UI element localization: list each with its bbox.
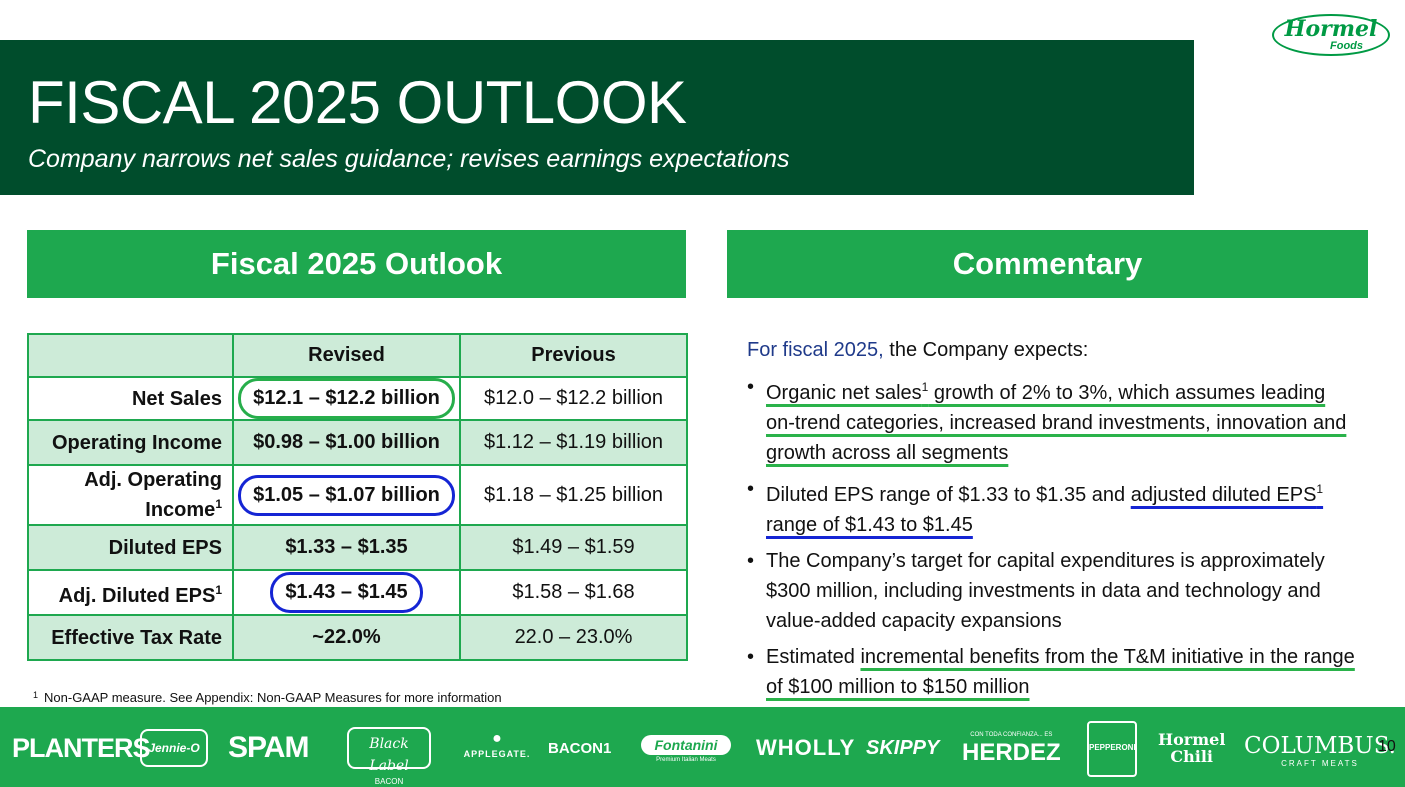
row-label: Net Sales	[27, 376, 234, 421]
previous-value: $1.12 – $1.19 billion	[459, 419, 688, 466]
column-header-previous: Previous	[459, 333, 688, 378]
outlook-heading: Fiscal 2025 Outlook	[210, 246, 503, 281]
column-header-blank	[27, 333, 234, 378]
row-label: Diluted EPS	[27, 524, 234, 571]
commentary-heading: Commentary	[952, 246, 1143, 281]
columbus-logo: COLUMBUS. CRAFT MEATS	[1244, 733, 1396, 768]
previous-value: $1.58 – $1.68	[459, 569, 688, 616]
jennie-o-logo: Jennie-O	[140, 729, 208, 767]
previous-value: $1.18 – $1.25 billion	[459, 464, 688, 526]
revised-value: $1.05 – $1.07 billion	[232, 464, 461, 526]
logo-badge	[1272, 14, 1390, 56]
commentary-intro: For fiscal 2025, the Company expects:	[747, 339, 1089, 361]
row-label: Adj. Diluted EPS1	[27, 569, 234, 616]
pepperoni-logo: PEPPERONI	[1087, 721, 1137, 777]
bacon1-logo: BACON1	[548, 740, 612, 757]
applegate-logo: ● APPLEGATE.	[463, 730, 531, 759]
commentary-body: For fiscal 2025, the Company expects: Or…	[747, 335, 1357, 708]
apple-icon: ●	[492, 730, 502, 747]
table-row-effective-tax-rate: Effective Tax Rate ~22.0% 22.0 – 23.0%	[27, 614, 688, 661]
page-title: FISCAL 2025 OUTLOOK	[28, 69, 687, 136]
bullet-capex: The Company’s target for capital expendi…	[747, 546, 1357, 636]
title-banner: FISCAL 2025 OUTLOOK Company narrows net …	[0, 40, 1194, 195]
bullet-organic-sales: Organic net sales1 growth of 2% to 3%, w…	[747, 372, 1357, 468]
row-label: Operating Income	[27, 419, 234, 466]
table-header-row: Revised Previous	[27, 333, 688, 378]
commentary-bullets: Organic net sales1 growth of 2% to 3%, w…	[747, 372, 1357, 702]
footnote-text: Non-GAAP measure. See Appendix: Non-GAAP…	[44, 690, 502, 705]
footnote: 1 Non-GAAP measure. See Appendix: Non-GAA…	[33, 690, 502, 705]
revised-value: ~22.0%	[232, 614, 461, 661]
skippy-logo: SKIPPY	[866, 737, 940, 759]
highlight-oval-blue: $1.43 – $1.45	[270, 572, 423, 613]
column-header-revised: Revised	[232, 333, 461, 378]
highlight-oval-green: $12.1 – $12.2 billion	[238, 378, 455, 419]
table-row-diluted-eps: Diluted EPS $1.33 – $1.35 $1.49 – $1.59	[27, 524, 688, 571]
table-row-adj-diluted-eps: Adj. Diluted EPS1 $1.43 – $1.45 $1.58 – …	[27, 569, 688, 616]
row-label: Adj. Operating Income1	[27, 464, 234, 526]
table-row-net-sales: Net Sales $12.1 – $12.2 billion $12.0 – …	[27, 376, 688, 421]
bullet-diluted-eps: Diluted EPS range of $1.33 to $1.35 and …	[747, 474, 1357, 540]
planters-logo: PLANTERS	[12, 733, 151, 763]
previous-value: 22.0 – 23.0%	[459, 614, 688, 661]
logo-subtext: Foods	[1330, 40, 1363, 52]
outlook-section-header: Fiscal 2025 Outlook	[27, 230, 686, 298]
revised-value: $0.98 – $1.00 billion	[232, 419, 461, 466]
bullet-tm-initiative: Estimated incremental benefits from the …	[747, 642, 1357, 702]
fontanini-logo: Fontanini Premium Italian Meats	[641, 735, 731, 765]
hormel-chili-logo: Hormel Chili	[1158, 730, 1226, 766]
previous-value: $1.49 – $1.59	[459, 524, 688, 571]
page-subtitle: Company narrows net sales guidance; revi…	[28, 145, 790, 173]
black-label-logo: Black Label BACON	[347, 727, 431, 786]
outlook-table: Revised Previous Net Sales $12.1 – $12.2…	[27, 333, 688, 661]
commentary-section-header: Commentary	[727, 230, 1368, 298]
revised-value: $12.1 – $12.2 billion	[232, 376, 461, 421]
page-number: 10	[1378, 738, 1396, 755]
spam-logo: SPAM	[228, 731, 309, 764]
wholly-logo: WHOLLY	[756, 735, 856, 760]
table-row-operating-income: Operating Income $0.98 – $1.00 billion $…	[27, 419, 688, 466]
logo-text: Hormel	[1284, 16, 1378, 42]
brand-logo-strip: PLANTERS Jennie-O SPAM Black Label BACON…	[0, 707, 1405, 787]
footnote-mark: 1	[33, 690, 39, 700]
table-row-adj-operating-income: Adj. Operating Income1 $1.05 – $1.07 bill…	[27, 464, 688, 526]
herdez-logo: CON TODA CONFIANZA... ES HERDEZ	[962, 732, 1061, 766]
revised-value: $1.43 – $1.45	[232, 569, 461, 616]
highlight-oval-blue: $1.05 – $1.07 billion	[238, 474, 455, 516]
hormel-foods-logo: Hormel Foods	[1272, 14, 1392, 58]
row-label: Effective Tax Rate	[27, 614, 234, 661]
previous-value: $12.0 – $12.2 billion	[459, 376, 688, 421]
revised-value: $1.33 – $1.35	[232, 524, 461, 571]
